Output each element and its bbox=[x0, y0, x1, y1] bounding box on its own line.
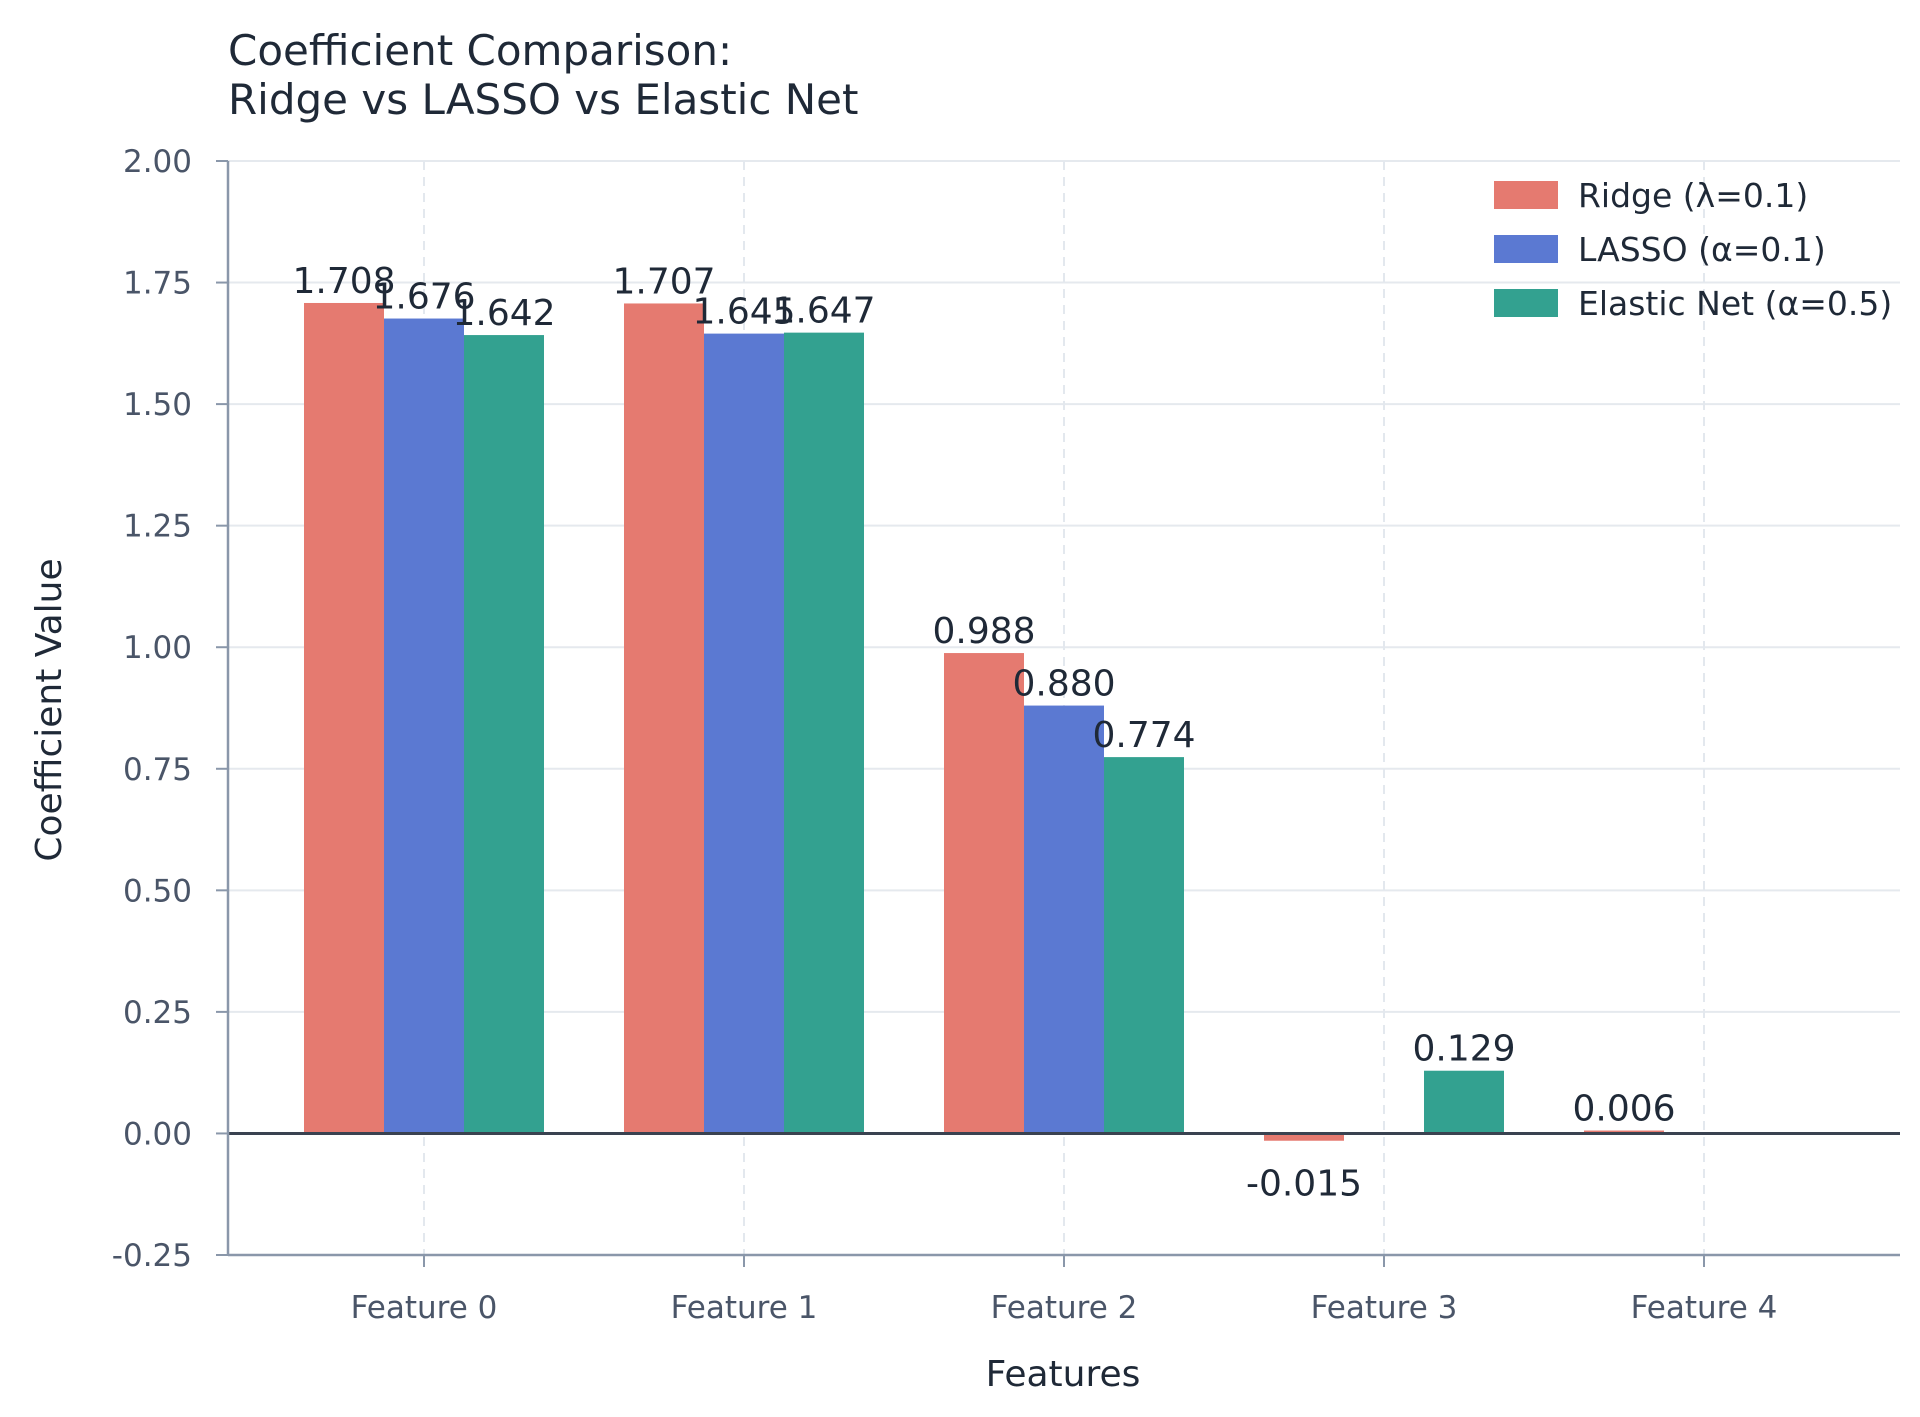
bar-value-label: 0.006 bbox=[1572, 1089, 1675, 1130]
y-tick-label: 0.25 bbox=[123, 995, 192, 1031]
bar-0-3 bbox=[1264, 1133, 1344, 1141]
legend-label-0: Ridge (λ=0.1) bbox=[1578, 176, 1808, 215]
bar-value-label: 1.645 bbox=[692, 292, 795, 333]
bar-value-label: 1.707 bbox=[612, 261, 715, 302]
x-tick-label: Feature 0 bbox=[351, 1290, 498, 1326]
chart-title-line-1: Coefficient Comparison: bbox=[228, 26, 732, 75]
bar-value-label: 1.642 bbox=[452, 293, 555, 334]
x-tick-label: Feature 2 bbox=[991, 1290, 1138, 1326]
bar-1-1 bbox=[704, 333, 784, 1134]
bar-value-label: 1.647 bbox=[772, 291, 875, 332]
bar-value-label: 1.708 bbox=[292, 261, 395, 302]
y-tick-label: 0.00 bbox=[123, 1116, 192, 1152]
bar-1-0 bbox=[384, 318, 464, 1134]
bar-0-2 bbox=[944, 653, 1024, 1134]
bar-value-label: 0.880 bbox=[1012, 664, 1115, 705]
bar-2-3 bbox=[1424, 1070, 1504, 1134]
bar-2-1 bbox=[784, 332, 864, 1134]
x-tick-label: Feature 4 bbox=[1631, 1290, 1778, 1326]
bar-value-label: 0.129 bbox=[1412, 1029, 1515, 1070]
y-axis-title: Coefficient Value bbox=[29, 558, 70, 861]
bar-2-0 bbox=[464, 335, 544, 1134]
bar-0-0 bbox=[304, 302, 384, 1134]
x-axis-title: Features bbox=[986, 1354, 1141, 1395]
y-tick-label: 1.25 bbox=[123, 509, 192, 545]
axes: -0.25 0.00 0.25 0.50 0.75 1.00 1.25 1.50 1.75 2.0… bbox=[112, 144, 1900, 1326]
x-tick-label: Feature 3 bbox=[1311, 1290, 1458, 1326]
chart-title-line-2: Ridge vs LASSO vs Elastic Net bbox=[228, 75, 859, 124]
bar-value-label: 0.774 bbox=[1092, 715, 1195, 756]
legend-label-1: LASSO (α=0.1) bbox=[1578, 230, 1826, 269]
bar-1-2 bbox=[1024, 705, 1104, 1134]
y-tick-label: 2.00 bbox=[123, 144, 192, 180]
legend-swatch-1 bbox=[1494, 235, 1558, 263]
y-tick-label: 0.50 bbox=[123, 873, 192, 909]
legend: Ridge (λ=0.1) LASSO (α=0.1) Elastic Net (α… bbox=[1494, 176, 1892, 323]
bar-value-labels: 1.708 1.707 0.988 -0.015 0.006 1.676 1.645 0.88… bbox=[292, 261, 1675, 1204]
y-tick-label: 1.50 bbox=[123, 387, 192, 423]
y-tick-label: -0.25 bbox=[112, 1238, 192, 1274]
bar-0-1 bbox=[624, 303, 704, 1134]
bar-value-label: 0.988 bbox=[932, 611, 1035, 652]
y-tick-label: 1.00 bbox=[123, 630, 192, 666]
y-tick-label: 0.75 bbox=[123, 752, 192, 788]
y-tick-label: 1.75 bbox=[123, 266, 192, 302]
bar-2-2 bbox=[1104, 757, 1184, 1134]
bars bbox=[304, 302, 1664, 1141]
legend-label-2: Elastic Net (α=0.5) bbox=[1578, 284, 1892, 323]
x-tick-label: Feature 1 bbox=[671, 1290, 818, 1326]
bar-value-label: -0.015 bbox=[1246, 1163, 1362, 1204]
legend-swatch-0 bbox=[1494, 181, 1558, 209]
bar-value-label: 1.676 bbox=[372, 277, 475, 318]
legend-swatch-2 bbox=[1494, 289, 1558, 317]
